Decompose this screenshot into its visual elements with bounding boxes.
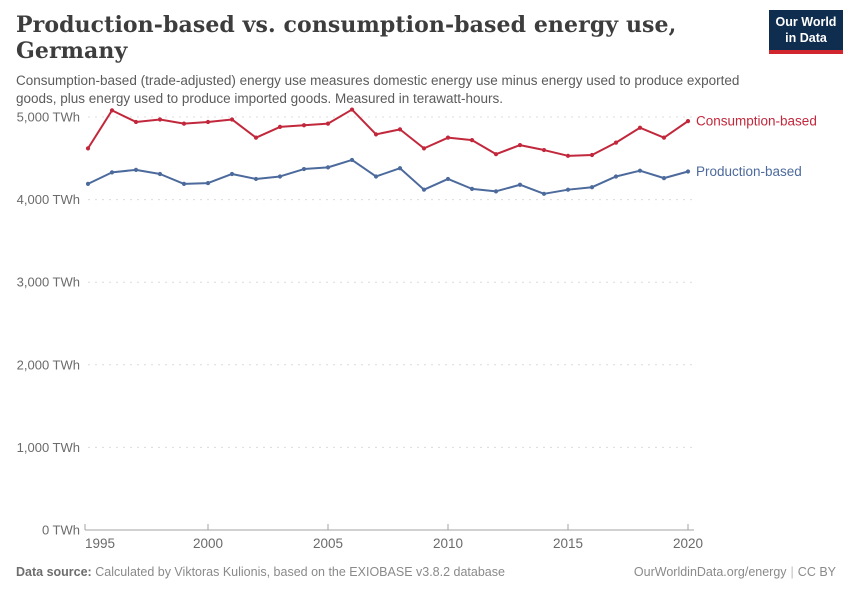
data-point-production-based[interactable] <box>157 171 163 177</box>
data-point-consumption-based[interactable] <box>589 152 595 158</box>
data-point-consumption-based[interactable] <box>181 121 187 126</box>
chart-subtitle: Consumption-based (trade-adjusted) energ… <box>16 72 740 106</box>
data-source-note: Data source: Calculated by Viktoras Kuli… <box>16 565 505 579</box>
data-point-consumption-based[interactable] <box>133 119 139 125</box>
x-axis-tick-label: 1995 <box>85 536 115 551</box>
x-axis-tick-label: 2000 <box>193 536 223 551</box>
data-point-production-based[interactable] <box>85 181 91 187</box>
data-point-production-based[interactable] <box>277 174 283 179</box>
data-point-production-based[interactable] <box>445 176 451 182</box>
data-point-production-based[interactable] <box>661 176 667 181</box>
data-point-consumption-based[interactable] <box>445 135 451 140</box>
owid-logo-accent-bar <box>769 50 843 55</box>
data-point-production-based[interactable] <box>421 187 427 192</box>
data-point-consumption-based[interactable] <box>253 135 259 140</box>
data-point-consumption-based[interactable] <box>661 135 667 140</box>
data-point-production-based[interactable] <box>349 157 355 163</box>
data-source-label: Data source: <box>16 565 92 579</box>
data-point-consumption-based[interactable] <box>109 108 115 113</box>
chart-header: Production-based vs. consumption-based e… <box>16 12 761 108</box>
data-point-production-based[interactable] <box>685 169 691 174</box>
data-point-consumption-based[interactable] <box>565 153 571 158</box>
data-point-production-based[interactable] <box>469 186 475 191</box>
attribution-separator: | <box>790 565 794 579</box>
data-point-production-based[interactable] <box>325 165 331 170</box>
data-source-text: Calculated by Viktoras Kulionis, based o… <box>95 565 505 579</box>
data-point-consumption-based[interactable] <box>205 119 211 125</box>
attribution: OurWorldinData.org/energy | CC BY <box>634 565 836 579</box>
series-label-production-based[interactable]: Production-based <box>696 164 802 179</box>
chart-footer: Data source: Calculated by Viktoras Kuli… <box>16 565 836 579</box>
y-axis-tick-label: 2,000 TWh <box>17 357 80 372</box>
data-point-consumption-based[interactable] <box>157 117 163 122</box>
data-point-consumption-based[interactable] <box>397 127 403 132</box>
data-point-production-based[interactable] <box>565 187 571 192</box>
owid-url-link[interactable]: OurWorldinData.org/energy <box>633 565 787 579</box>
data-point-production-based[interactable] <box>637 168 643 173</box>
data-point-production-based[interactable] <box>397 166 403 171</box>
y-axis-tick-label: 4,000 TWh <box>17 192 80 207</box>
x-axis-tick-label: 2015 <box>553 536 583 551</box>
data-point-consumption-based[interactable] <box>229 117 235 122</box>
data-point-production-based[interactable] <box>133 167 139 172</box>
data-point-production-based[interactable] <box>181 181 187 187</box>
data-point-production-based[interactable] <box>613 174 619 179</box>
data-point-consumption-based[interactable] <box>373 132 379 137</box>
series-line-production-based[interactable] <box>87 158 689 195</box>
data-point-production-based[interactable] <box>493 189 499 194</box>
data-point-consumption-based[interactable] <box>685 119 691 124</box>
data-point-consumption-based[interactable] <box>469 138 475 143</box>
data-point-production-based[interactable] <box>589 185 595 190</box>
x-axis-tick-label: 2005 <box>313 536 343 551</box>
data-point-production-based[interactable] <box>541 191 547 196</box>
data-point-production-based[interactable] <box>517 182 523 187</box>
data-point-consumption-based[interactable] <box>541 147 547 153</box>
license-link[interactable]: CC BY <box>797 565 836 579</box>
owid-logo-line1: Our World <box>775 15 837 29</box>
data-point-production-based[interactable] <box>109 170 115 175</box>
data-point-consumption-based[interactable] <box>349 107 355 112</box>
y-axis-tick-label: 5,000 TWh <box>17 110 80 125</box>
y-axis-tick-label: 1,000 TWh <box>17 440 80 455</box>
data-point-production-based[interactable] <box>205 180 211 186</box>
data-point-production-based[interactable] <box>229 171 235 177</box>
data-point-production-based[interactable] <box>373 174 379 179</box>
page-title: Production-based vs. consumption-based e… <box>16 12 677 65</box>
x-axis-tick-label: 2010 <box>433 536 463 551</box>
data-point-consumption-based[interactable] <box>613 140 619 145</box>
data-point-consumption-based[interactable] <box>493 152 499 157</box>
data-point-consumption-based[interactable] <box>85 146 91 151</box>
data-point-consumption-based[interactable] <box>421 146 427 151</box>
data-point-consumption-based[interactable] <box>301 123 307 128</box>
data-point-production-based[interactable] <box>301 166 307 172</box>
owid-logo-line2: in Data <box>785 30 827 45</box>
data-point-production-based[interactable] <box>253 176 259 182</box>
data-point-consumption-based[interactable] <box>637 125 643 130</box>
series-label-consumption-based[interactable]: Consumption-based <box>696 114 817 129</box>
x-axis-tick-label: 2020 <box>673 536 703 551</box>
owid-logo[interactable]: Our World in Data <box>769 10 843 55</box>
series-line-consumption-based[interactable] <box>87 108 689 157</box>
y-axis-tick-label: 3,000 TWh <box>17 275 80 290</box>
data-point-consumption-based[interactable] <box>325 121 331 126</box>
y-axis-tick-label: 0 TWh <box>42 523 80 538</box>
data-point-consumption-based[interactable] <box>277 124 283 130</box>
data-point-consumption-based[interactable] <box>517 142 523 148</box>
